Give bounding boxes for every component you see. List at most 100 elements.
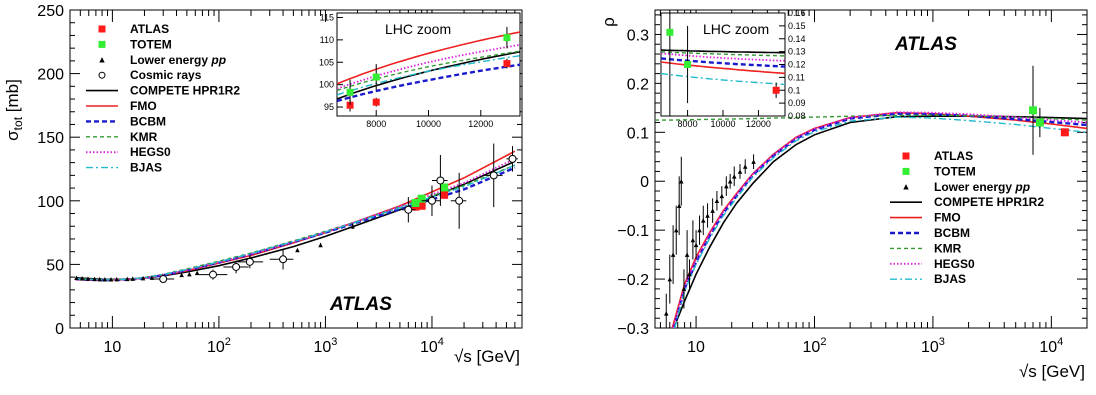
- x-tick-label: 104: [420, 336, 444, 356]
- legend-entry: ATLAS: [934, 149, 973, 163]
- legend-entry: BCBM: [934, 226, 970, 240]
- inset-point-atlas: [772, 86, 780, 94]
- curve-kmr: [655, 114, 1087, 121]
- point-lower-energy-pp: [187, 271, 192, 277]
- inset-curve-bjas: [661, 72, 785, 86]
- inset-y-tick-label: 0.08: [788, 111, 806, 121]
- y-tick-label: 0.2: [627, 76, 649, 93]
- sigma-inset: 95 100 105 110 115 8000 10000 12000 LHC zoom: [319, 12, 521, 129]
- legend-marker: [902, 152, 910, 160]
- point-atlas: [417, 201, 426, 210]
- inset-x-tick-label: 10000: [416, 119, 441, 129]
- y-axis-title: ρ: [599, 17, 618, 27]
- inset-point-totem: [503, 34, 511, 42]
- legend-entry: TOTEM: [934, 164, 976, 178]
- point-lower-energy-pp: [194, 270, 200, 276]
- inset-curve-bcbm: [337, 63, 520, 103]
- legend-entry: TOTEM: [130, 37, 172, 51]
- legend-marker: [98, 71, 106, 79]
- inset-title: LHC zoom: [385, 21, 451, 37]
- sigma-plot-frame: [69, 9, 523, 329]
- legend-entry: BJAS: [130, 161, 162, 175]
- legend-marker: [903, 184, 909, 190]
- inset-y-tick-label: 0.13: [788, 47, 806, 57]
- inset-point-atlas: [372, 98, 380, 106]
- point-totem: [1035, 118, 1044, 127]
- curve-bjas: [674, 116, 1087, 328]
- point-lower-energy-pp: [697, 227, 702, 233]
- legend-entry: HEGS0: [934, 257, 975, 271]
- inset-y-tick-label: 0.12: [788, 60, 806, 70]
- legend-marker: [98, 40, 106, 48]
- point-cosmic-rays: [427, 196, 436, 205]
- point-lower-energy-pp: [714, 198, 720, 204]
- y-tick-label: 0: [55, 321, 64, 338]
- y-tick-label: −0.2: [617, 272, 649, 289]
- point-lower-energy-pp: [724, 183, 729, 189]
- inset-x-tick-label: 8000: [678, 119, 698, 129]
- atlas-label: ATLAS: [894, 34, 957, 55]
- curve-bjas: [75, 164, 516, 281]
- inset-y-tick-label: 0.09: [788, 98, 806, 108]
- inset-y-tick-label: 100: [319, 80, 334, 90]
- point-lower-energy-pp: [130, 276, 135, 281]
- point-cosmic-rays: [279, 255, 288, 264]
- point-lower-energy-pp: [74, 275, 79, 281]
- point-lower-energy-pp: [114, 276, 120, 282]
- point-lower-energy-pp: [79, 276, 85, 281]
- curve-bcbm: [672, 112, 1087, 328]
- point-lower-energy-pp: [693, 242, 699, 248]
- point-lower-energy-pp: [676, 203, 682, 208]
- inset-point-atlas: [503, 60, 511, 68]
- legend-entry: FMO: [130, 99, 157, 113]
- inset-x-tick-label: 12000: [746, 119, 771, 129]
- point-lower-energy-pp: [679, 178, 684, 184]
- legend-entry: Cosmic rays: [130, 68, 202, 82]
- legend-marker: [902, 167, 910, 175]
- x-tick-label: 10: [103, 339, 121, 356]
- legend-entry: KMR: [934, 241, 962, 255]
- inset-point-totem: [666, 28, 674, 36]
- rho-points: [663, 65, 1069, 328]
- point-totem: [417, 194, 426, 203]
- x-tick-label: 102: [207, 336, 231, 356]
- y-axis-title: σtot [mb]: [3, 79, 25, 141]
- legend-marker: [98, 25, 106, 33]
- rho-inset: 0.08 0.09 0.1 0.11 0.12 0.13 0.14 0.15 0.16 8000 1…: [660, 8, 806, 129]
- point-lower-energy-pp: [140, 275, 146, 281]
- point-cosmic-rays: [245, 257, 254, 266]
- point-cosmic-rays: [159, 275, 168, 284]
- sigma-curves: [75, 150, 516, 282]
- inset-point-atlas: [346, 101, 354, 109]
- point-lower-energy-pp: [751, 159, 756, 164]
- point-atlas: [440, 190, 449, 199]
- curve-compete-hpr1r2: [75, 160, 516, 281]
- point-lower-energy-pp: [667, 276, 673, 282]
- inset-y-tick-label: 115: [320, 12, 334, 22]
- rho-panel: −0.3 −0.2 −0.1 0 0.1 0.2 0.3 10 102 103 104 √s [GeV…: [599, 8, 1088, 381]
- point-lower-energy-pp: [97, 276, 102, 282]
- point-cosmic-rays: [209, 270, 218, 279]
- curve-compete-hpr1r2: [673, 115, 1087, 328]
- inset-curve-fmo: [337, 31, 520, 85]
- point-totem: [1029, 106, 1038, 115]
- point-lower-energy-pp: [731, 174, 737, 179]
- point-cosmic-rays: [436, 176, 445, 185]
- y-tick-label: 150: [37, 130, 64, 147]
- inset-x-tick-label: 10000: [710, 119, 735, 129]
- legend-entry: FMO: [934, 211, 961, 225]
- inset-curve-bjas: [337, 55, 520, 96]
- inset-x-tick-label: 12000: [468, 119, 493, 129]
- inset-curve-fmo: [661, 61, 785, 75]
- inset-curves: [661, 13, 785, 116]
- legend-entry: Lower energy pp: [934, 180, 1030, 194]
- inset-title: LHC zoom: [703, 21, 769, 37]
- point-lower-energy-pp: [684, 252, 690, 257]
- curve-hegs0: [75, 157, 516, 281]
- point-lower-energy-pp: [102, 277, 108, 282]
- point-cosmic-rays: [404, 205, 413, 214]
- point-lower-energy-pp: [318, 242, 323, 248]
- point-lower-energy-pp: [701, 218, 706, 223]
